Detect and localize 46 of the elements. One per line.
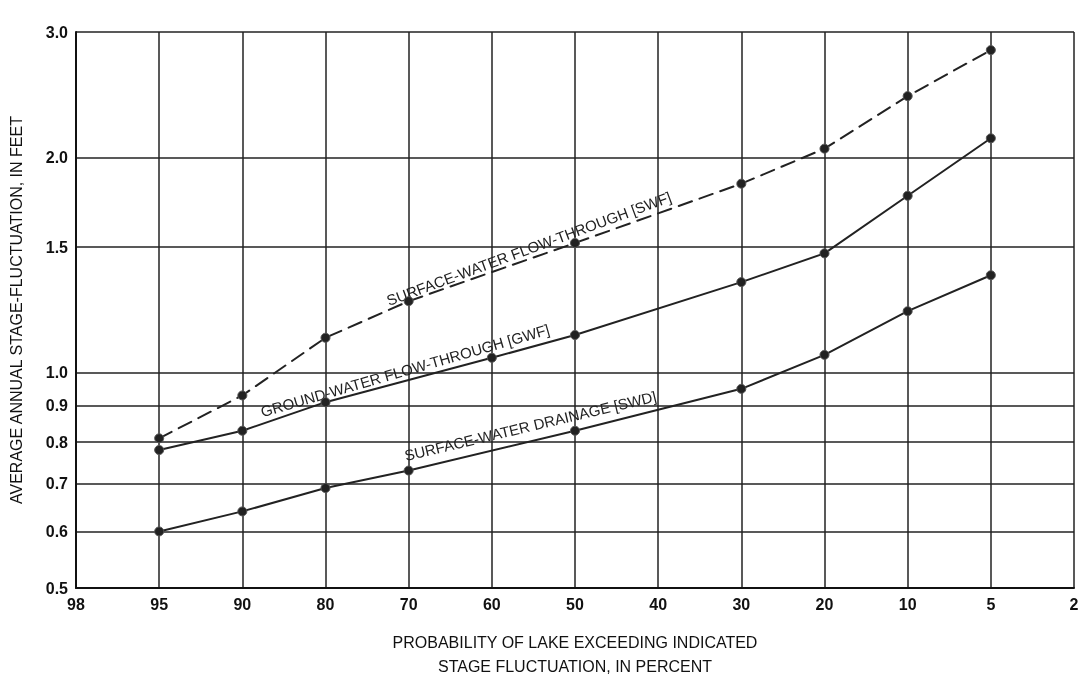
x-tick-label: 30 <box>732 595 751 613</box>
x-tick-label: 20 <box>815 595 834 613</box>
point <box>237 390 248 401</box>
point <box>320 332 331 343</box>
point <box>819 349 830 360</box>
x-tick-label: 2 <box>1069 595 1079 613</box>
point <box>237 506 248 517</box>
point <box>902 306 913 317</box>
y-tick-label: 0.8 <box>45 433 69 451</box>
y-tick-label: 0.9 <box>45 397 69 415</box>
point <box>570 329 580 340</box>
point <box>154 433 165 444</box>
point <box>985 45 996 56</box>
y-tick-label: 3.0 <box>45 23 69 41</box>
x-tick-label: 50 <box>566 595 584 613</box>
point <box>819 248 830 259</box>
y-tick-label: 0.5 <box>45 579 69 597</box>
point <box>320 483 331 494</box>
point <box>154 526 165 537</box>
y-tick-label: 1.5 <box>45 238 69 256</box>
x-tick-label: 90 <box>233 595 252 613</box>
point <box>736 277 747 288</box>
x-tick-label: 95 <box>150 595 169 613</box>
x-tick-label: 70 <box>399 595 418 613</box>
point <box>985 133 996 144</box>
x-tick-label: 5 <box>986 595 996 613</box>
point <box>403 465 414 476</box>
point <box>736 178 747 189</box>
point <box>985 270 996 281</box>
x-tick-label: 40 <box>649 595 668 613</box>
x-tick-label: 10 <box>898 595 917 613</box>
point <box>902 190 913 201</box>
x-tick-label: 80 <box>316 595 335 613</box>
x-tick-label: 60 <box>482 595 501 613</box>
x-axis-title: PROBABILITY OF LAKE EXCEEDING INDICATED STAGE FLUCTUATION, IN PERCENT <box>392 633 758 675</box>
point <box>237 425 248 436</box>
point <box>819 143 830 154</box>
y-tick-label: 0.6 <box>45 522 69 540</box>
y-tick-label: 2.0 <box>45 149 69 167</box>
y-tick-label: 1.0 <box>45 364 69 382</box>
point <box>736 383 747 394</box>
y-tick-label: 0.7 <box>45 475 69 493</box>
point <box>902 91 913 102</box>
point <box>154 445 165 456</box>
y-axis-title: AVERAGE ANNUAL STAGE-FLUCTUATION, IN FEET <box>7 115 25 504</box>
x-tick-label: 98 <box>67 595 85 613</box>
